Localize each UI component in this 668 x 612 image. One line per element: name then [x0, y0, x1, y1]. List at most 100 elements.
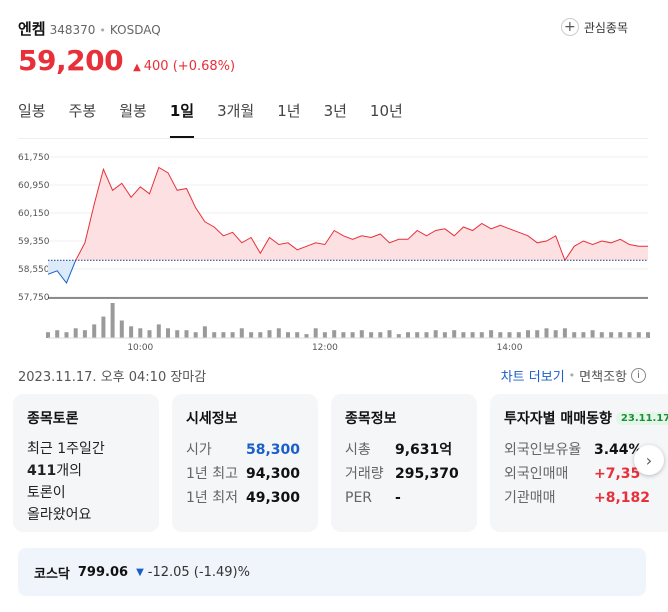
volume-bar — [184, 330, 189, 338]
investor-row-foreign-ratio: 외국인보유율 3.44% — [504, 438, 666, 462]
row-label: 시총 — [345, 442, 371, 458]
stock-code: 348370 — [49, 23, 96, 37]
plus-icon: + — [560, 18, 579, 36]
info-row-marketcap: 시총 9,631억 — [345, 438, 463, 462]
tab-weekly[interactable]: 주봉 — [68, 102, 97, 120]
volume-bar — [267, 330, 272, 338]
volume-bar — [332, 330, 337, 338]
tab-1year[interactable]: 1년 — [277, 102, 301, 120]
volume-bar — [535, 330, 540, 338]
row-label: 외국인매매 — [504, 466, 569, 482]
up-triangle-icon: ▲ — [133, 62, 141, 73]
volume-bar — [470, 332, 475, 338]
volume-bar — [202, 326, 207, 338]
stock-info-card[interactable]: 종목정보 시총 9,631억 거래량 295,370 PER - — [331, 394, 477, 532]
discussion-line: 올라왔어요 — [27, 507, 92, 523]
y-tick-label: 60,950 — [18, 181, 50, 191]
row-label: 기관매매 — [504, 490, 556, 506]
discussion-line: 최근 1주일간 — [27, 441, 105, 457]
volume-bar — [424, 332, 429, 338]
card-title-text: 투자자별 매매동향 — [504, 411, 612, 427]
chart-more-link[interactable]: 차트 더보기 — [500, 370, 565, 385]
next-card-button[interactable]: › — [634, 445, 664, 475]
tab-daily[interactable]: 일봉 — [18, 102, 46, 120]
discussion-card[interactable]: 종목토론 최근 1주일간 411개의 토론이 올라왔어요 — [13, 394, 159, 532]
index-name: 코스닥 — [34, 566, 70, 582]
volume-bar — [406, 332, 410, 338]
volume-bar — [433, 330, 438, 338]
volume-bar — [498, 332, 503, 338]
info-row-volume: 거래량 295,370 — [345, 462, 463, 486]
volume-bar — [239, 328, 244, 338]
volume-bar — [212, 332, 217, 338]
volume-bar — [322, 332, 327, 338]
price-area-up — [48, 167, 648, 261]
row-label: PER — [345, 490, 373, 506]
volume-bar — [193, 332, 198, 338]
x-tick-label: 12:00 — [312, 343, 338, 353]
volume-bar — [129, 326, 134, 338]
add-watchlist-button[interactable]: + 관심종목 — [560, 18, 628, 36]
volume-bar — [304, 334, 309, 338]
volume-bar — [101, 316, 106, 338]
row-label: 시가 — [186, 442, 212, 458]
volume-bar — [590, 330, 595, 338]
card-title: 종목토론 — [27, 411, 79, 427]
volume-bar — [646, 332, 650, 338]
quote-row-open: 시가 58,300 — [186, 438, 304, 462]
price-change: ▲ 400 (+0.68%) — [133, 59, 235, 74]
x-tick-label: 14:00 — [497, 343, 523, 353]
disclaimer-link[interactable]: 면책조항 — [579, 370, 627, 385]
volume-bar — [175, 330, 180, 338]
volume-bar — [359, 330, 364, 338]
volume-bar — [156, 324, 161, 338]
discussion-count-line: 411개의 — [27, 460, 145, 482]
kosdaq-index-bar[interactable]: 코스닥 799.06 ▼ -12.05 (-1.49)% — [18, 548, 646, 596]
volume-bar — [119, 320, 124, 338]
intraday-price-chart[interactable]: 61,750 60,950 60,150 59,350 58,550 57,750 10:0… — [0, 145, 668, 360]
row-label: 외국인보유율 — [504, 442, 582, 458]
volume-bar — [553, 330, 558, 338]
volume-bar — [581, 332, 586, 338]
quote-card[interactable]: 시세정보 시가 58,300 1년 최고 94,300 1년 최저 49,300 — [172, 394, 318, 532]
volume-bar — [415, 332, 420, 338]
tab-3years[interactable]: 3년 — [323, 102, 347, 120]
volume-bar — [627, 332, 632, 338]
volume-bar — [295, 332, 300, 338]
volume-bar — [73, 328, 78, 338]
volume-bar — [138, 328, 143, 338]
row-value: - — [395, 490, 401, 506]
row-value: +7,35 — [594, 466, 641, 482]
volume-bar — [599, 332, 604, 338]
y-tick-label: 57,750 — [18, 293, 50, 303]
volume-bar — [110, 303, 115, 338]
y-tick-label: 61,750 — [18, 153, 50, 163]
volume-bar — [562, 328, 567, 338]
index-change: -12.05 (-1.49)% — [147, 564, 250, 580]
volume-bar — [258, 332, 263, 338]
tab-3months[interactable]: 3개월 — [217, 102, 255, 120]
change-percent: (+0.68%) — [172, 59, 236, 74]
volume-bar — [82, 330, 87, 338]
card-title: 투자자별 매매동향 23.11.17 — [504, 408, 668, 428]
separator-dot: • — [99, 24, 106, 37]
volume-bar — [249, 332, 254, 338]
separator-dot: • — [568, 369, 576, 382]
volume-bar — [572, 332, 577, 338]
current-price: 59,200 — [18, 44, 124, 77]
tab-1day[interactable]: 1일 — [169, 100, 195, 138]
price-line-up — [75, 166, 648, 261]
volume-bar — [544, 328, 549, 338]
info-icon[interactable]: i — [631, 368, 646, 383]
discussion-line: 토론이 — [27, 485, 66, 501]
y-tick-label: 58,550 — [18, 265, 50, 275]
card-title: 시세정보 — [186, 411, 238, 427]
y-tick-label: 59,350 — [18, 237, 50, 247]
change-amount: 400 — [143, 59, 169, 74]
index-value: 799.06 — [77, 564, 129, 580]
tab-monthly[interactable]: 월봉 — [119, 102, 147, 120]
volume-bar — [618, 332, 623, 338]
volume-bar — [230, 332, 235, 338]
tab-10years[interactable]: 10년 — [369, 102, 403, 120]
volume-bar — [276, 328, 281, 338]
